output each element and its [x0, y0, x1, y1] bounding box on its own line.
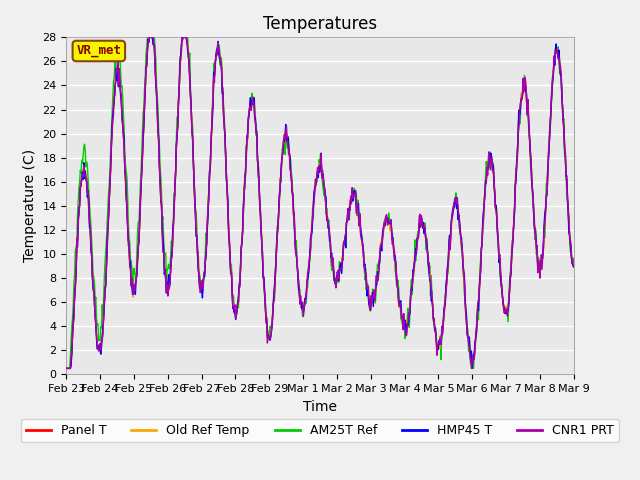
AM25T Ref [397, 316, 404, 322]
AM25T Ref [72, 248, 79, 253]
HMP45 T [146, 35, 154, 40]
HMP45 T [124, 224, 131, 230]
Panel T [72, 284, 79, 289]
CNR1 PRT [72, 282, 79, 288]
Y-axis label: Temperature (C): Temperature (C) [22, 149, 36, 263]
AM25T Ref [143, 35, 151, 40]
HMP45 T [62, 365, 70, 371]
CNR1 PRT [203, 240, 211, 246]
HMP45 T [203, 238, 211, 244]
AM25T Ref [124, 192, 131, 198]
Line: CNR1 PRT: CNR1 PRT [66, 37, 574, 368]
CNR1 PRT [62, 365, 70, 371]
Panel T [203, 240, 211, 246]
Text: VR_met: VR_met [76, 45, 122, 58]
Panel T [146, 35, 154, 40]
Panel T [62, 365, 70, 371]
Line: Panel T: Panel T [66, 37, 574, 368]
X-axis label: Time: Time [303, 400, 337, 414]
CNR1 PRT [124, 222, 131, 228]
AM25T Ref [62, 365, 70, 371]
AM25T Ref [570, 260, 578, 266]
AM25T Ref [203, 240, 211, 245]
Line: HMP45 T: HMP45 T [66, 37, 574, 368]
Old Ref Temp [176, 70, 184, 76]
AM25T Ref [382, 216, 390, 221]
Old Ref Temp [203, 239, 211, 245]
CNR1 PRT [570, 264, 578, 270]
Legend: Panel T, Old Ref Temp, AM25T Ref, HMP45 T, CNR1 PRT: Panel T, Old Ref Temp, AM25T Ref, HMP45 … [21, 420, 619, 442]
Old Ref Temp [124, 220, 131, 226]
AM25T Ref [176, 55, 184, 60]
Old Ref Temp [62, 365, 70, 371]
Old Ref Temp [397, 308, 404, 313]
Panel T [176, 68, 184, 74]
Panel T [382, 214, 390, 220]
CNR1 PRT [146, 35, 154, 40]
Old Ref Temp [382, 215, 390, 220]
HMP45 T [570, 264, 578, 270]
HMP45 T [382, 215, 390, 220]
HMP45 T [72, 282, 79, 288]
Old Ref Temp [570, 262, 578, 268]
Title: Temperatures: Temperatures [263, 15, 377, 33]
Line: AM25T Ref: AM25T Ref [66, 37, 574, 368]
CNR1 PRT [382, 213, 390, 218]
CNR1 PRT [176, 68, 184, 74]
Panel T [124, 219, 131, 225]
Old Ref Temp [72, 285, 79, 291]
Line: Old Ref Temp: Old Ref Temp [66, 37, 574, 368]
Panel T [570, 264, 578, 269]
HMP45 T [176, 66, 184, 72]
HMP45 T [397, 298, 404, 304]
Old Ref Temp [146, 35, 154, 40]
Panel T [397, 303, 404, 309]
CNR1 PRT [397, 307, 404, 312]
